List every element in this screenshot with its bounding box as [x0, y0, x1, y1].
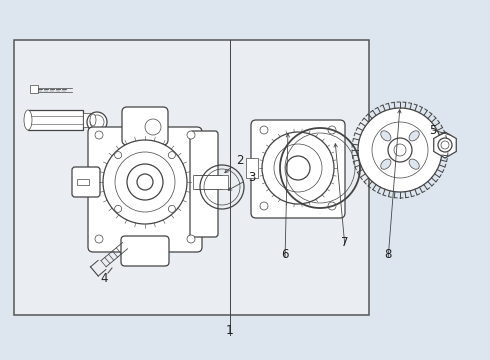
Text: 8: 8: [384, 248, 392, 261]
Ellipse shape: [24, 110, 32, 130]
FancyBboxPatch shape: [122, 107, 168, 145]
Bar: [28, 110, 83, 130]
Bar: [246, 158, 258, 178]
Circle shape: [187, 131, 195, 139]
Circle shape: [328, 126, 336, 134]
Circle shape: [115, 152, 122, 159]
Circle shape: [438, 138, 452, 152]
Circle shape: [187, 235, 195, 243]
Bar: [30, 85, 38, 93]
Circle shape: [169, 152, 175, 159]
Circle shape: [260, 202, 268, 210]
Text: 3: 3: [228, 171, 256, 190]
Circle shape: [95, 235, 103, 243]
Circle shape: [328, 202, 336, 210]
Circle shape: [262, 132, 334, 204]
Circle shape: [95, 131, 103, 139]
FancyBboxPatch shape: [72, 167, 100, 197]
Bar: [83, 113, 93, 127]
Circle shape: [358, 108, 442, 192]
Circle shape: [127, 164, 163, 200]
Text: 1: 1: [226, 324, 234, 337]
Circle shape: [441, 141, 449, 149]
FancyBboxPatch shape: [190, 131, 218, 237]
Circle shape: [388, 138, 412, 162]
FancyBboxPatch shape: [251, 120, 345, 218]
Ellipse shape: [381, 159, 391, 169]
Circle shape: [87, 112, 107, 132]
Ellipse shape: [381, 131, 391, 141]
Circle shape: [274, 144, 322, 192]
Circle shape: [372, 122, 428, 178]
FancyBboxPatch shape: [88, 127, 202, 252]
Ellipse shape: [90, 114, 96, 126]
Ellipse shape: [409, 159, 419, 169]
Bar: [193, 175, 228, 189]
Circle shape: [286, 156, 310, 180]
Circle shape: [137, 174, 153, 190]
Ellipse shape: [409, 131, 419, 141]
Circle shape: [90, 115, 104, 129]
Circle shape: [115, 152, 175, 212]
Circle shape: [169, 205, 175, 212]
Polygon shape: [434, 132, 456, 158]
Text: 4: 4: [100, 271, 108, 284]
Circle shape: [145, 119, 161, 135]
Circle shape: [115, 205, 122, 212]
Circle shape: [103, 140, 187, 224]
Circle shape: [394, 144, 406, 156]
Text: 6: 6: [281, 248, 289, 261]
FancyBboxPatch shape: [121, 236, 169, 266]
Circle shape: [260, 126, 268, 134]
Text: 7: 7: [341, 235, 349, 248]
Bar: [77, 179, 89, 185]
Text: 5: 5: [429, 123, 437, 136]
Text: 2: 2: [225, 153, 244, 173]
Bar: [14, 40, 369, 315]
